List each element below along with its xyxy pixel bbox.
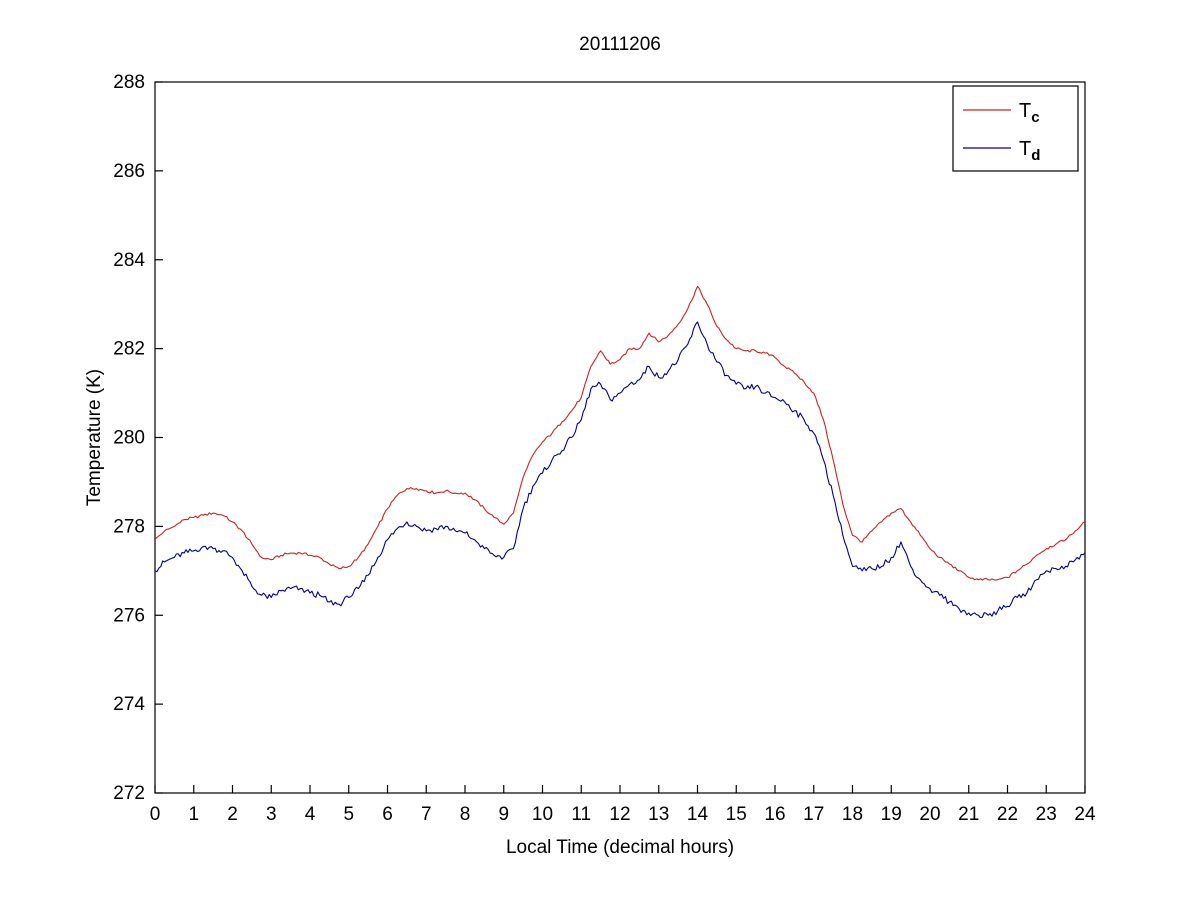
x-tick-label: 14 [687,804,709,825]
x-axis: 0 1 2 3 4 5 6 7 8 9 10 11 12 13 14 15 16 17 18 19 20 21 22 23 24… [150,785,1096,858]
legend: Tc Td [952,85,1079,172]
y-axis-label: Temperature (K) [84,369,105,506]
legend-box [952,85,1079,172]
chart-title: 20111206 [579,34,661,55]
x-tick-label: 15 [726,804,747,825]
x-tick-label: 10 [532,804,553,825]
x-tick-label: 17 [803,804,824,825]
x-tick-label: 11 [571,804,591,825]
legend-label-T_c: Tc [1019,100,1040,126]
y-tick-label: 284 [113,250,145,271]
x-tick-label: 2 [227,804,238,825]
y-tick-label: 272 [113,783,145,804]
y-tick-label: 286 [113,161,145,182]
x-tick-label: 24 [1074,804,1096,825]
x-tick-label: 6 [382,804,393,825]
x-tick-label: 20 [919,804,940,825]
x-tick-label: 22 [997,804,1018,825]
x-tick-label: 23 [1036,804,1057,825]
y-tick-label: 278 [113,516,145,537]
x-tick-label: 19 [881,804,902,825]
plot-box [154,81,1086,794]
x-tick-label: 4 [305,804,316,825]
x-tick-label: 0 [150,804,161,825]
x-axis-label: Local Time (decimal hours) [506,837,734,858]
x-tick-label: 7 [421,804,432,825]
x-tick-label: 1 [188,804,199,825]
y-tick-label: 280 [113,428,145,449]
series-line-T_c [154,285,1086,581]
x-tick-label: 13 [648,804,669,825]
x-tick-label: 16 [764,804,785,825]
y-tick-label: 282 [113,339,145,360]
y-tick-label: 288 [113,72,145,93]
x-tick-label: 5 [343,804,354,825]
y-axis: 272 274 276 278 280 282 284 286 288 Temperature (… [84,72,163,804]
y-tick-label: 274 [113,694,145,715]
legend-label-T_d: Td [1019,138,1040,164]
x-tick-label: 3 [266,804,277,825]
x-tick-label: 18 [842,804,863,825]
y-tick-label: 276 [113,605,145,626]
series-line-T_d [154,321,1086,619]
x-tick-label: 8 [460,804,471,825]
x-tick-label: 21 [958,804,979,825]
x-tick-label: 12 [609,804,630,825]
x-tick-label: 9 [498,804,509,825]
